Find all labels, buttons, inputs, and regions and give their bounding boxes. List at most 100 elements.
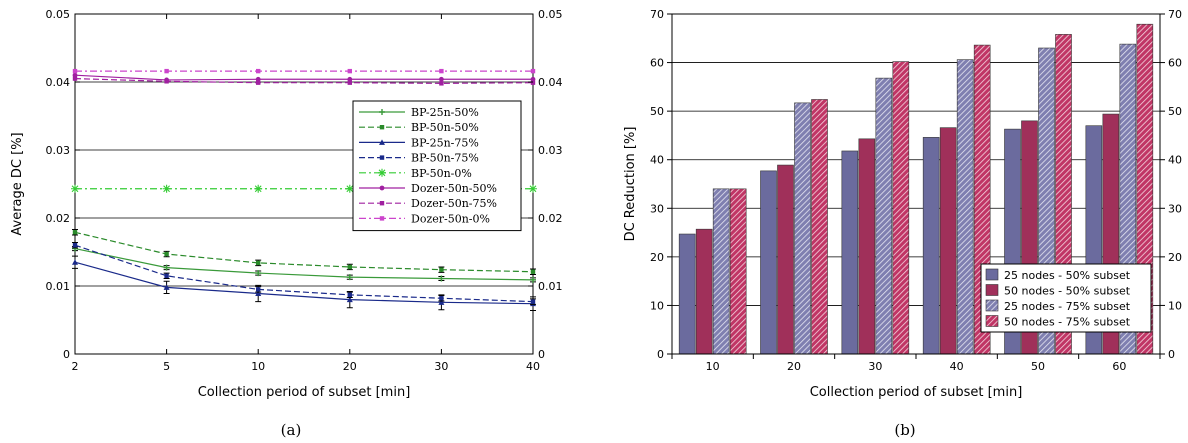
a-point [529,184,537,193]
b-legend: 25 nodes - 50% subset 50 nodes - 50% subs… [980,263,1152,333]
b-bar-10-3 [712,188,730,355]
b-x-axis-label: Collection period of subset [min] [810,385,1023,400]
b-y-tick-label-right: 40 [1168,154,1182,167]
a-legend: BP-25n-50% BP-50n-50% BP-25n-75% BP-50n-75%… [352,100,522,232]
a-point [347,80,352,85]
a-point [439,68,444,74]
a-series-line [74,74,533,81]
a-point [256,287,261,292]
b-x-tick-label: 30 [868,360,882,373]
bar-chart-b: 0 0 10 10 20 20 30 30 40 40 50 50 60 60 70 70 10 20 30 40 50… [623,8,1182,439]
a-point [439,267,444,272]
a-y-tick-label-left: 0 [63,348,70,361]
a-panel-label: (a) [281,421,302,439]
b-x-tick-label: 60 [1112,360,1126,373]
b-y-tick-label-left: 10 [650,299,664,312]
b-y-tick-label-right: 0 [1168,348,1175,361]
a-series-BP-25n-50% [72,245,536,283]
a-y-tick-label-right: 0.03 [538,144,563,157]
a-y-tick-label-left: 0.04 [46,76,71,89]
a-point [254,184,263,193]
b-legend-label: 50 nodes - 75% subset [1004,316,1131,329]
a-point [347,292,352,298]
a-legend-marker [379,139,385,145]
b-y-tick-label-left: 40 [650,154,664,167]
a-point [164,273,169,278]
b-legend-label: 25 nodes - 50% subset [1004,269,1131,282]
a-point [256,68,261,74]
b-y-tick-label-left: 60 [650,57,664,70]
a-x-axis-label: Collection period of subset [min] [198,385,411,400]
a-point [530,76,536,82]
a-y-tick-label-right: 0.04 [538,76,563,89]
a-point [72,68,78,74]
a-tick-labels: 0 0 0.01 0.01 0.02 0.02 0.03 0.03 0.04 0.04 0.05 0.… [46,8,563,373]
a-point [72,259,78,265]
a-legend-marker [379,109,385,115]
a-legend-marker [379,201,385,206]
a-point [72,72,78,78]
a-y-tick-label-right: 0.05 [538,8,563,21]
a-point [255,290,262,296]
b-bar-20-4 [811,99,828,355]
b-y-tick-label-right: 70 [1168,8,1182,21]
b-bar-10-1 [678,233,696,355]
b-bar-40-1 [922,137,940,355]
a-x-tick-label: 10 [251,360,265,373]
b-legend-box [980,263,1152,333]
a-legend-label: Dozer-50n-0% [411,212,490,225]
b-x-tick-label: 40 [950,360,964,373]
b-bar-10-2 [695,228,713,355]
a-legend-label: Dozer-50n-50% [411,182,497,195]
b-legend-swatch [985,284,999,296]
a-point [347,68,352,74]
a-series-line [74,231,534,273]
a-y-axis-label: Average DC [%] [10,132,25,235]
a-point [72,76,78,81]
b-y-tick-label-right: 60 [1168,57,1182,70]
a-point [438,275,445,282]
b-y-tick-label-right: 10 [1168,299,1182,312]
a-point [72,243,78,248]
a-point [438,299,445,305]
b-bar-30-4 [892,61,910,355]
a-point [439,296,444,301]
a-y-tick-label-left: 0.05 [46,8,71,21]
a-x-tick-label: 40 [526,360,540,373]
a-point [256,260,261,266]
b-bar-40-3 [956,59,974,355]
a-point [439,81,444,86]
a-point [163,264,170,271]
b-bar-20-3 [794,102,811,355]
a-series-BP-50n-50% [72,229,536,275]
a-point [345,184,354,193]
a-y-tick-label-left: 0.01 [46,280,71,293]
a-legend-label: BP-25n-75% [411,136,479,149]
a-point [255,270,262,277]
b-bar-20-1 [760,170,777,355]
a-legend-marker [379,155,385,160]
a-legend-label: BP-25n-50% [411,106,479,119]
a-legend-marker [379,216,385,221]
b-y-tick-label-left: 30 [650,202,664,215]
a-legend-marker [379,125,385,130]
a-point [164,251,169,257]
a-point [164,79,169,84]
b-y-tick-label-left: 0 [657,348,664,361]
a-point [162,184,171,193]
a-y-tick-label-right: 0 [538,348,545,361]
b-x-tick-label: 20 [787,360,801,373]
b-bar-40-2 [939,127,957,355]
a-point [347,76,353,82]
a-point [256,80,261,85]
a-plot-frame [74,13,534,355]
a-point [255,76,261,82]
a-x-tick-label: 2 [72,360,79,373]
a-legend-label: BP-50n-50% [411,121,479,134]
b-legend-swatch [985,299,999,312]
b-y-axis-label: DC Reduction [%] [623,127,638,242]
a-point [72,230,78,235]
b-y-tick-label-right: 50 [1168,105,1182,118]
a-y-tick-label-right: 0.02 [538,212,563,225]
b-y-tick-label-left: 50 [650,105,664,118]
